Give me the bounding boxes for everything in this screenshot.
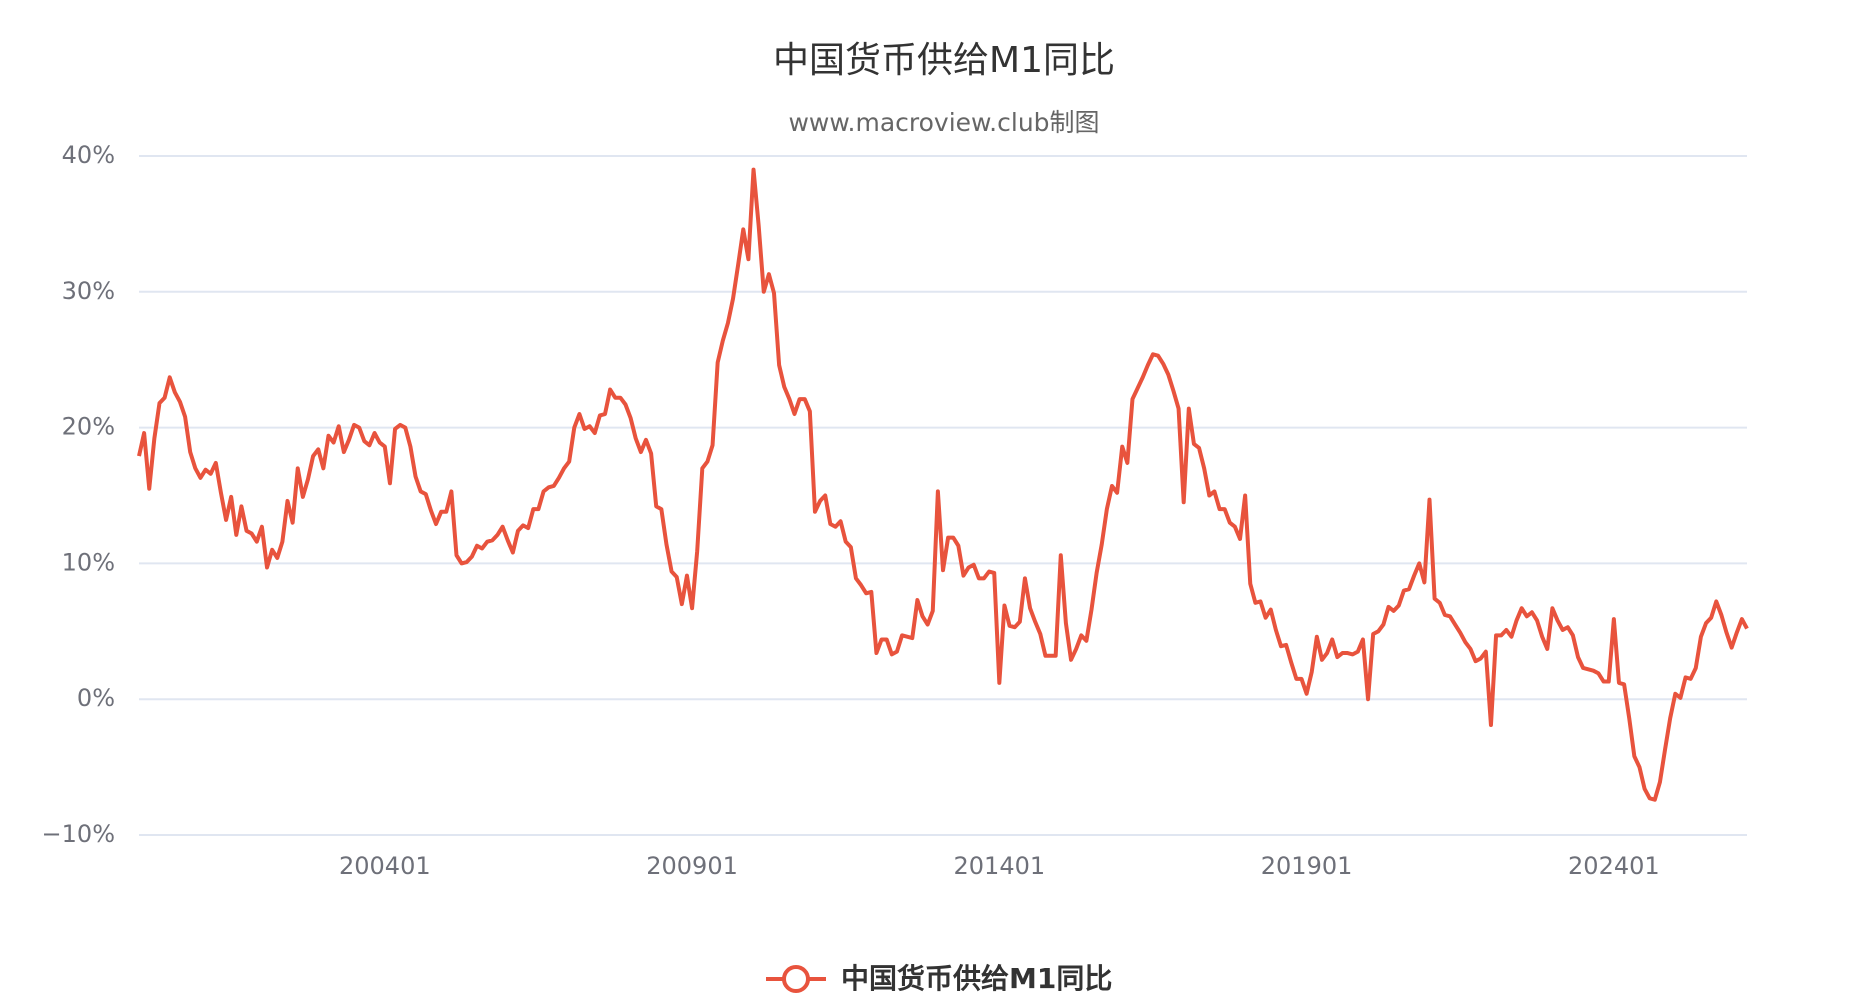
data-line — [137, 167, 1749, 802]
x-tick-label: 200901 — [646, 852, 738, 880]
chart-subtitle: www.macroview.club制图 — [788, 108, 1099, 137]
y-tick-label: 20% — [62, 413, 115, 441]
legend-item: 中国货币供给M1同比 — [766, 962, 1112, 995]
x-tick-label: 201901 — [1261, 852, 1353, 880]
y-tick-label: 40% — [62, 141, 115, 169]
x-tick-label: 200401 — [339, 852, 431, 880]
chart-title: 中国货币供给M1同比 — [773, 40, 1115, 81]
legend-marker — [782, 965, 810, 993]
y-tick-label: 10% — [62, 548, 115, 576]
y-tick-label: −10% — [42, 820, 115, 848]
legend-label: 中国货币供给M1同比 — [841, 962, 1112, 995]
x-tick-label: 201401 — [954, 852, 1046, 880]
x-tick-label: 202401 — [1568, 852, 1660, 880]
y-tick-label: 0% — [77, 684, 115, 712]
y-tick-label: 30% — [62, 277, 115, 305]
